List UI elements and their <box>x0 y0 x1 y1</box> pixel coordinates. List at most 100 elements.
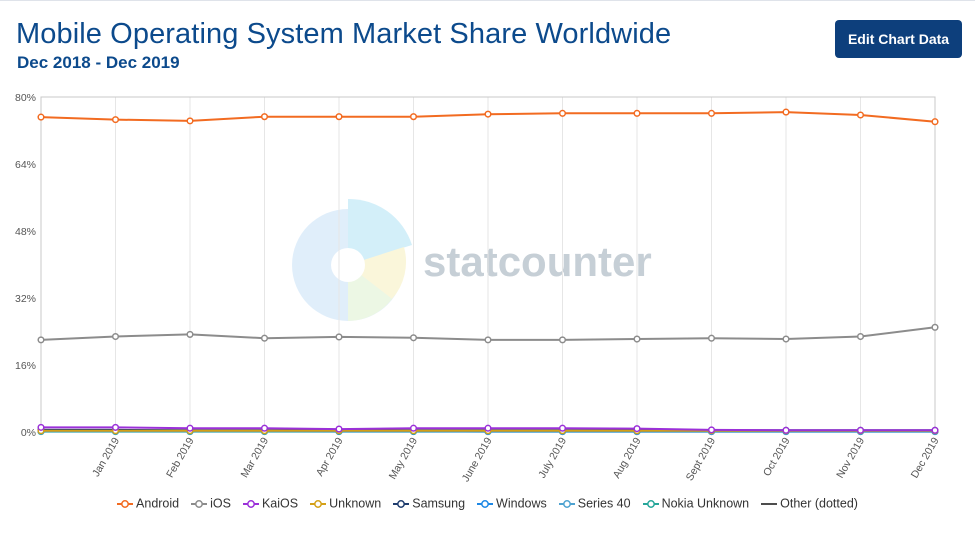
data-point-android <box>409 113 418 121</box>
legend-swatch-nokia-unknown <box>642 499 659 508</box>
data-point-kaios <box>856 426 865 434</box>
data-point-android <box>782 108 790 116</box>
data-point-kaios <box>484 424 492 432</box>
data-point-ios <box>409 334 418 342</box>
data-point-kaios <box>409 424 418 432</box>
data-point-android <box>558 109 567 117</box>
legend-label: Nokia Unknown <box>661 496 750 511</box>
statcounter-watermark-logo <box>292 198 412 321</box>
data-point-ios <box>856 332 865 341</box>
legend-item-other-dotted[interactable]: Other (dotted) <box>761 496 858 511</box>
page-title: Mobile Operating System Market Share Wor… <box>16 18 672 50</box>
data-point-android <box>37 113 45 121</box>
data-point-ios <box>484 336 492 344</box>
legend-item-windows[interactable]: Windows <box>477 496 547 511</box>
chart-legend: Android iOS KaiOS Unknown Samsung Windows Seri… <box>0 496 975 511</box>
legend-label: Windows <box>496 496 547 511</box>
watermark-slice-yellow <box>348 247 407 299</box>
x-tick-label: Mar 2019 <box>239 435 272 480</box>
data-point-kaios <box>111 423 120 431</box>
y-tick-label: 32% <box>15 293 36 305</box>
data-point-kaios <box>707 426 716 434</box>
watermark-slice-cyan <box>348 198 412 265</box>
series-kaios <box>37 423 939 434</box>
y-tick-label: 48% <box>15 226 36 238</box>
date-range-subtitle: Dec 2018 - Dec 2019 <box>17 53 180 72</box>
data-point-android <box>633 109 641 117</box>
x-tick-label: May 2019 <box>387 435 421 481</box>
data-point-kaios <box>37 423 45 431</box>
legend-label: iOS <box>210 496 231 511</box>
data-point-kaios <box>931 426 939 434</box>
legend-item-series-40[interactable]: Series 40 <box>558 496 631 511</box>
watermark-slice-green <box>348 265 392 321</box>
legend-swatch-marker <box>121 499 129 508</box>
legend-swatch-series-40 <box>558 499 575 508</box>
legend-item-android[interactable]: Android <box>117 496 179 511</box>
legend-label: Series 40 <box>577 496 631 511</box>
x-tick-label: Feb 2019 <box>164 435 197 480</box>
series-ios <box>37 323 939 344</box>
data-point-ios <box>37 336 45 344</box>
legend-swatch-android <box>117 499 134 508</box>
data-point-android <box>260 113 269 121</box>
legend-item-samsung[interactable]: Samsung <box>393 496 465 511</box>
data-point-android <box>931 118 939 126</box>
y-tick-label: 80% <box>15 92 36 104</box>
data-point-android <box>186 117 194 125</box>
data-point-ios <box>782 335 790 343</box>
x-tick-label: Aug 2019 <box>611 435 644 480</box>
legend-swatch-marker <box>646 499 655 508</box>
data-point-ios <box>931 323 939 331</box>
legend-swatch-samsung <box>393 499 410 508</box>
data-point-ios <box>111 332 120 341</box>
legend-swatch-marker <box>397 499 406 508</box>
data-point-kaios <box>633 425 641 433</box>
legend-label: Android <box>136 496 180 511</box>
x-tick-label: Apr 2019 <box>314 435 346 478</box>
legend-item-unknown[interactable]: Unknown <box>310 496 381 511</box>
data-point-kaios <box>558 424 567 432</box>
legend-label: KaiOS <box>261 496 299 511</box>
x-tick-label: Oct 2019 <box>761 435 793 478</box>
watermark-ring <box>292 209 404 321</box>
data-point-android <box>335 113 343 121</box>
legend-label: Samsung <box>412 496 466 511</box>
legend-swatch-kaios <box>242 499 259 508</box>
data-point-kaios <box>260 424 269 432</box>
data-point-android <box>111 116 120 124</box>
x-tick-label: June 2019 <box>460 435 495 484</box>
legend-swatch-marker <box>562 499 571 508</box>
x-tick-label: Sept 2019 <box>684 435 718 483</box>
data-point-kaios <box>186 424 194 432</box>
legend-swatch-windows <box>477 499 494 508</box>
edit-chart-data-button[interactable]: Edit Chart Data <box>835 20 962 58</box>
data-point-kaios <box>335 425 343 433</box>
series-android <box>37 108 939 126</box>
data-point-ios <box>633 335 641 343</box>
y-tick-label: 0% <box>21 427 36 439</box>
statcounter-watermark-text: statcounter <box>423 238 652 285</box>
y-tick-label: 64% <box>15 159 36 171</box>
legend-item-ios[interactable]: iOS <box>191 496 231 511</box>
legend-label: Other (dotted) <box>780 496 858 511</box>
legend-swatch-marker <box>247 499 255 508</box>
data-point-android <box>707 109 716 117</box>
data-point-ios <box>260 334 269 342</box>
watermark-hole <box>331 248 365 282</box>
x-tick-label: Jan 2019 <box>90 435 122 479</box>
legend-swatch-marker <box>314 499 323 508</box>
data-point-ios <box>707 334 716 342</box>
legend-swatch-other-dotted <box>761 502 778 505</box>
y-tick-label: 16% <box>15 360 36 372</box>
legend-item-nokia-unknown[interactable]: Nokia Unknown <box>642 496 750 511</box>
data-point-ios <box>335 333 343 341</box>
x-tick-label: July 2019 <box>536 435 569 480</box>
legend-item-kaios[interactable]: KaiOS <box>242 496 299 511</box>
x-tick-label: Dec 2019 <box>909 435 942 480</box>
data-point-android <box>856 111 865 119</box>
legend-swatch-ios <box>191 499 208 508</box>
legend-label: Unknown <box>329 496 382 511</box>
data-point-ios <box>186 330 194 338</box>
